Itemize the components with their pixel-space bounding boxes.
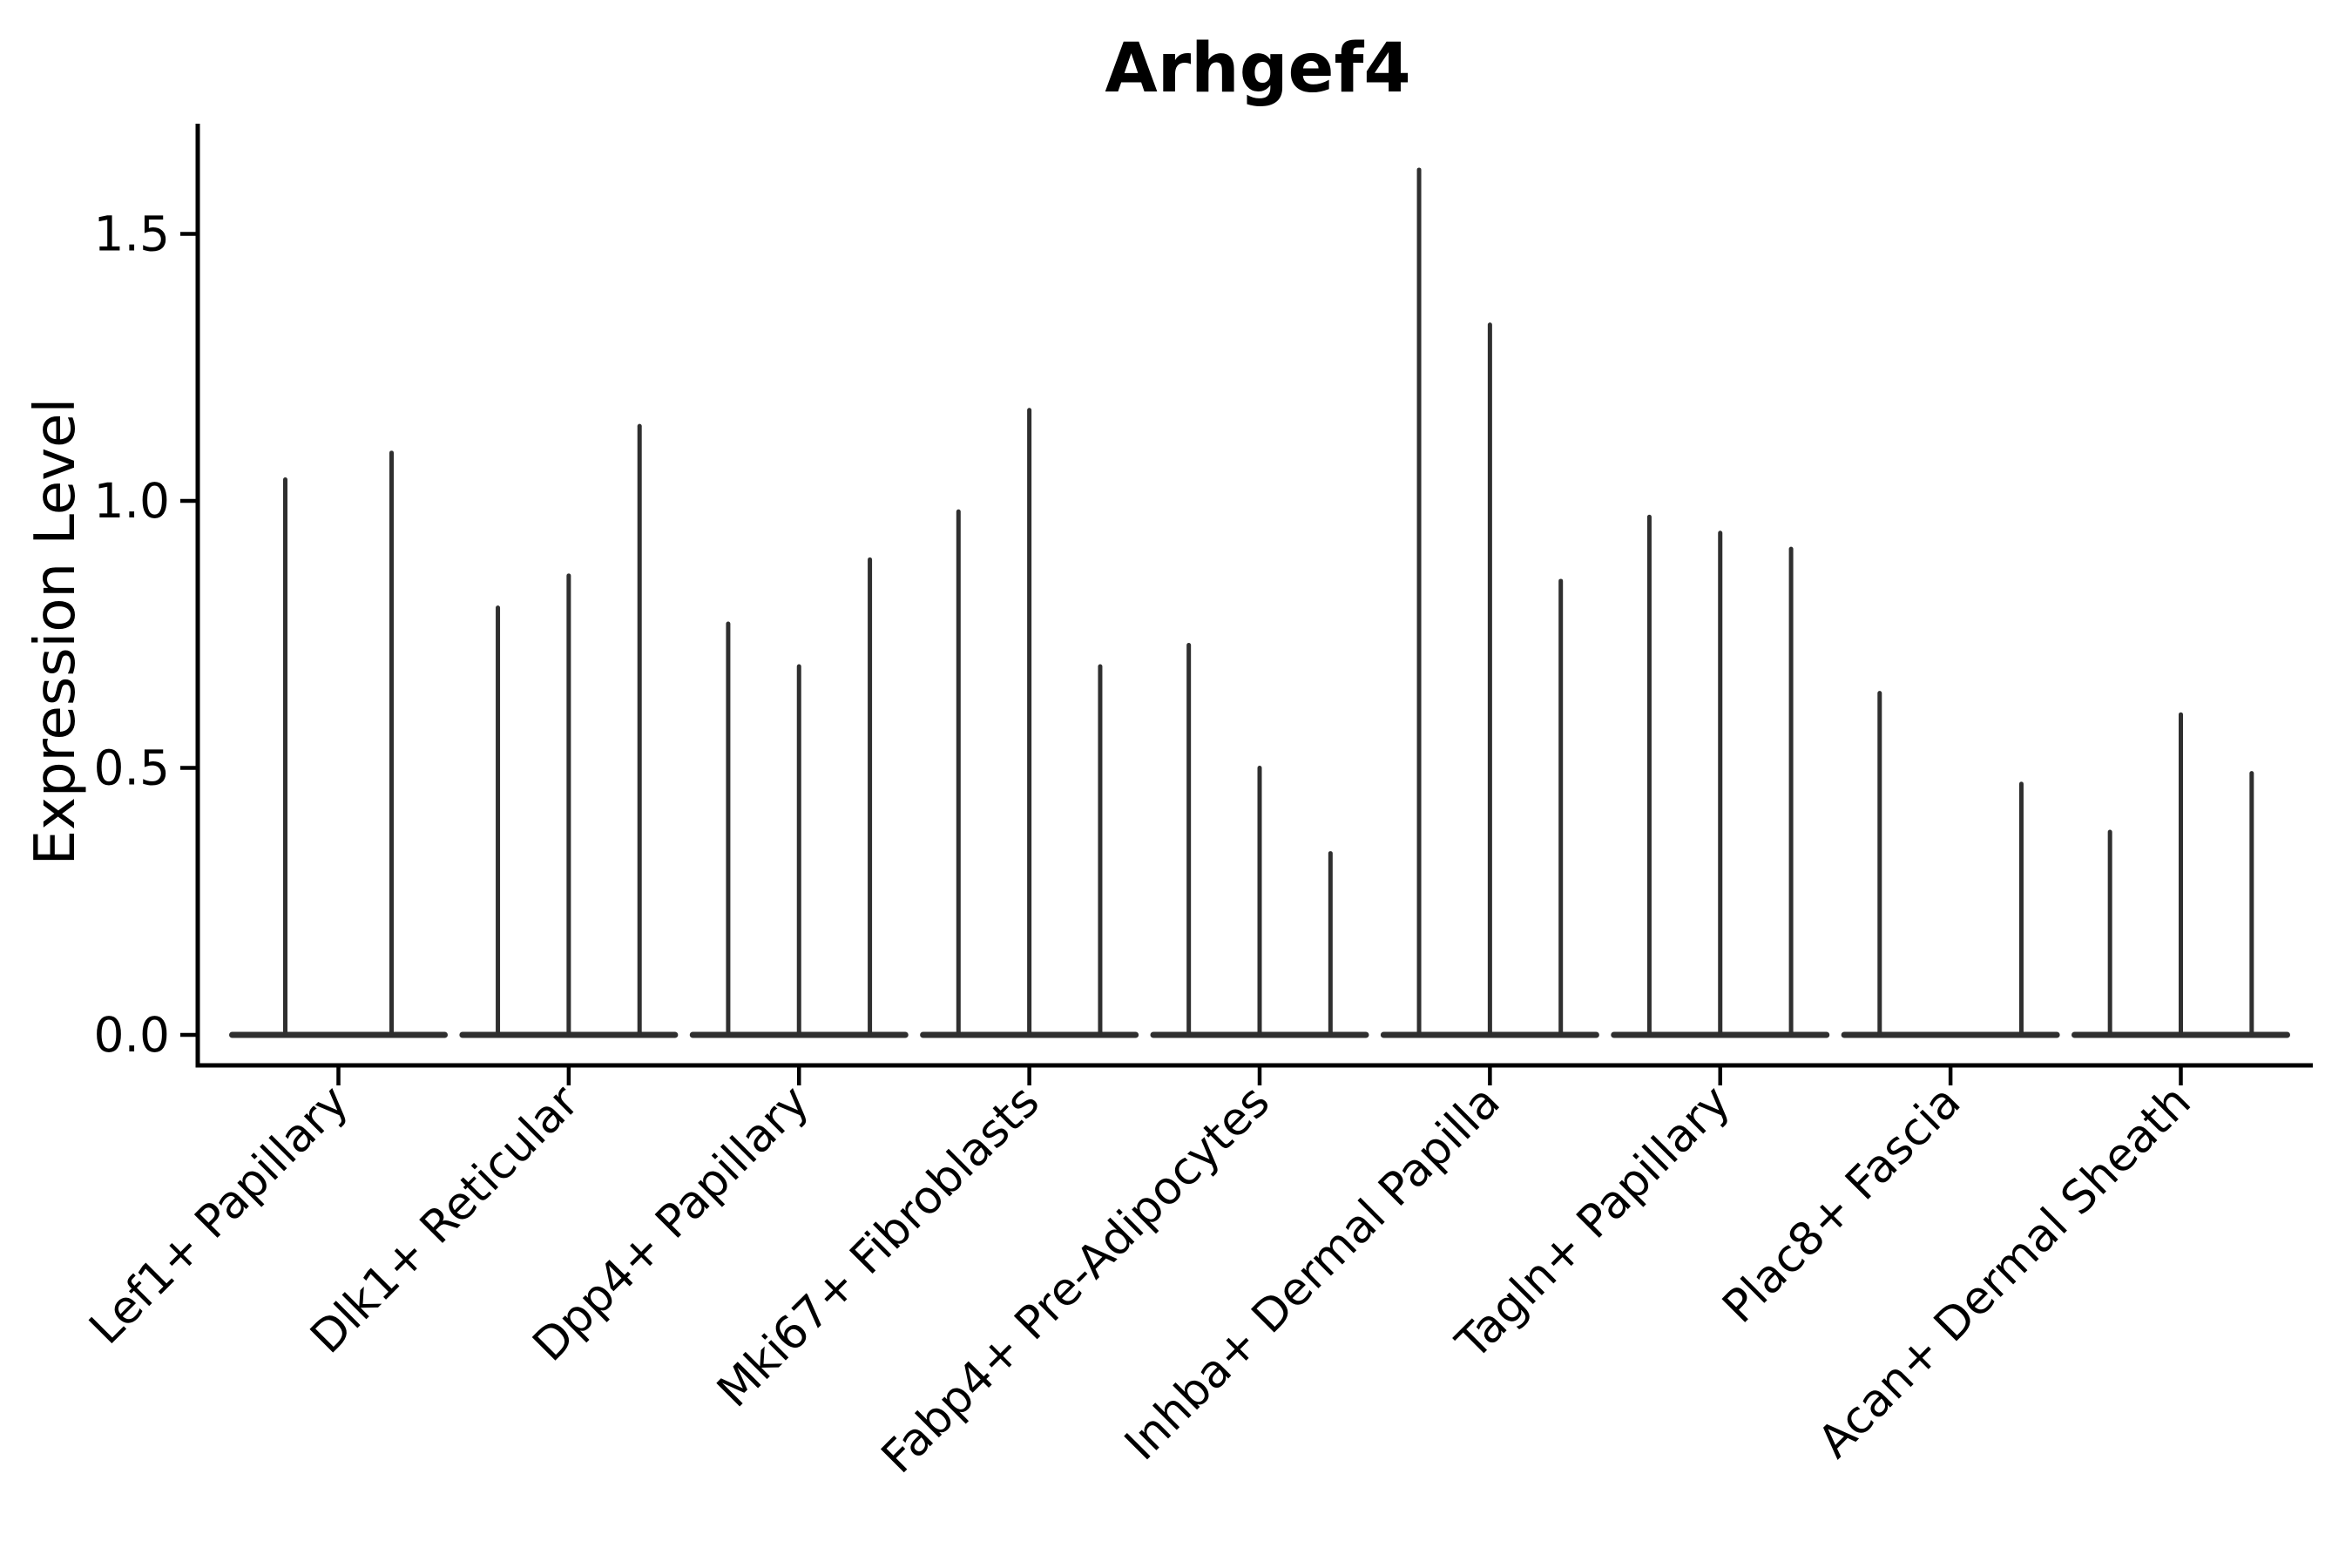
- y-tick-label: 0.0: [94, 1007, 170, 1063]
- y-axis-label: Expression Level: [24, 398, 88, 866]
- y-tick-label: 1.0: [94, 473, 170, 529]
- y-tick-label: 0.5: [94, 740, 170, 796]
- chart-title: Arhgef4: [1105, 30, 1410, 108]
- y-tick-label: 1.5: [94, 206, 170, 262]
- violins-group: [229, 167, 2290, 1038]
